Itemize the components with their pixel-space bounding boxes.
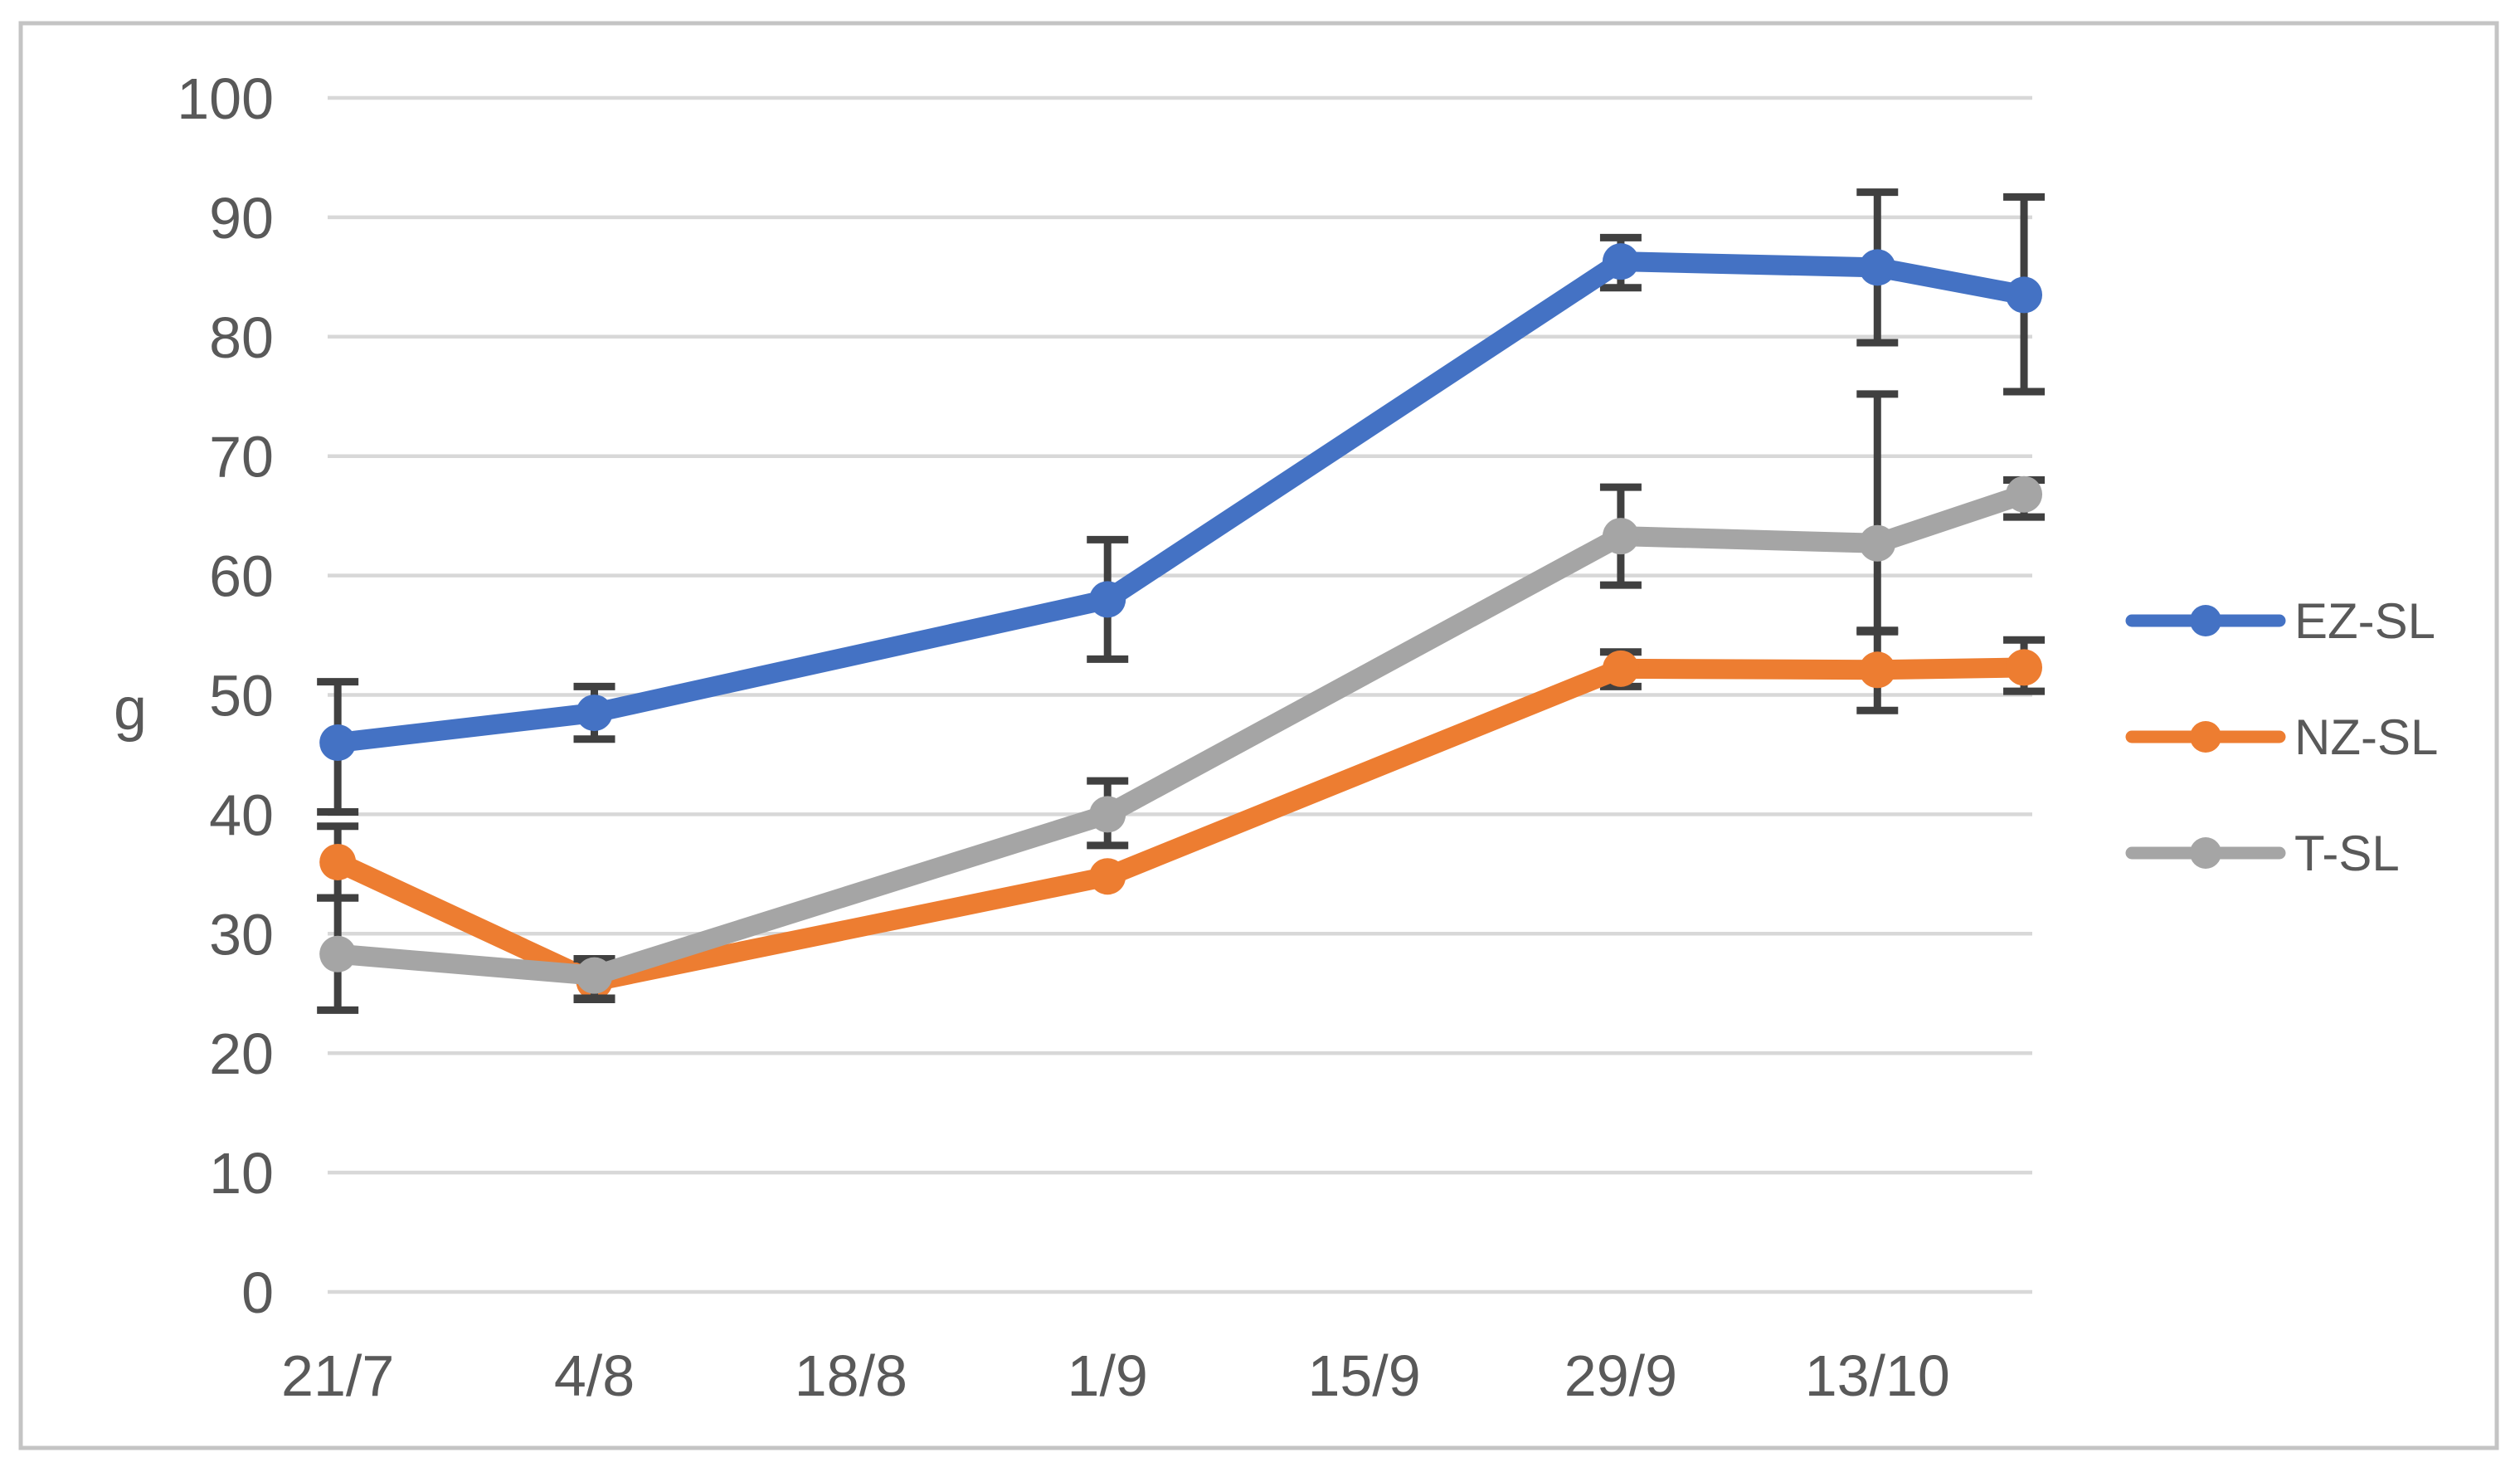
legend-marker-swatch: [2190, 837, 2221, 869]
data-point: [576, 957, 613, 994]
error-bar: [1856, 390, 1899, 636]
y-axis-title: g: [114, 676, 147, 743]
series-EZ-SL: [317, 188, 2046, 816]
data-point: [319, 843, 357, 880]
y-tick-label: 90: [209, 186, 274, 251]
x-axis-tick-labels: 21/7 4/8 18/8 1/9 15/9 29/9 13/10: [281, 1343, 1950, 1408]
data-point: [1602, 518, 1639, 555]
legend-item: NZ-SL: [2125, 709, 2438, 765]
data-point: [1089, 858, 1126, 895]
legend-label: T-SL: [2294, 826, 2400, 881]
series-T-SL: [317, 390, 2046, 1014]
y-tick-label: 50: [209, 664, 274, 729]
x-tick-label: 18/8: [795, 1343, 907, 1408]
data-point: [1602, 650, 1639, 687]
y-tick-label: 70: [209, 425, 274, 490]
series-layer: [317, 188, 2046, 1014]
chart-border: [18, 21, 2499, 1450]
x-tick-label: 13/10: [1805, 1343, 1950, 1408]
data-point: [319, 724, 357, 762]
y-tick-label: 80: [209, 305, 274, 370]
data-point: [1602, 243, 1639, 280]
y-tick-label: 10: [209, 1141, 274, 1206]
data-point: [1859, 524, 1896, 562]
series-line: [328, 251, 2035, 753]
y-tick-label: 30: [209, 902, 274, 967]
data-point: [2006, 276, 2043, 314]
y-tick-label: 20: [209, 1021, 274, 1086]
y-tick-label: 40: [209, 782, 274, 847]
legend: EZ-SL NZ-SL T-SL: [2125, 593, 2438, 881]
data-point: [1089, 581, 1126, 618]
data-point: [576, 695, 613, 732]
gridlines: [328, 95, 2032, 1294]
legend-label: NZ-SL: [2294, 709, 2438, 765]
x-tick-label: 21/7: [281, 1343, 394, 1408]
legend-marker-swatch: [2190, 605, 2221, 636]
series-line: [328, 484, 2035, 986]
data-point: [1859, 249, 1896, 286]
data-point: [1859, 651, 1896, 689]
x-tick-label: 1/9: [1068, 1343, 1148, 1408]
data-point: [1089, 796, 1126, 833]
x-tick-label: 29/9: [1564, 1343, 1677, 1408]
data-point: [2006, 475, 2043, 513]
data-point: [2006, 649, 2043, 686]
legend-item: EZ-SL: [2125, 593, 2435, 649]
x-tick-label: 15/9: [1307, 1343, 1420, 1408]
data-point: [319, 935, 357, 972]
legend-item: T-SL: [2125, 826, 2400, 881]
y-tick-label: 0: [241, 1260, 274, 1325]
y-tick-label: 100: [177, 66, 274, 131]
legend-marker-swatch: [2190, 721, 2221, 753]
legend-label: EZ-SL: [2294, 593, 2435, 649]
y-tick-label: 60: [209, 544, 274, 609]
series-line: [328, 657, 2035, 992]
x-tick-label: 4/8: [554, 1343, 635, 1408]
